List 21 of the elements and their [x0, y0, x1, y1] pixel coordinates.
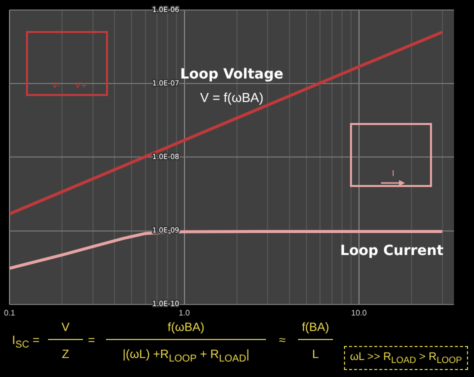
text: ≈	[279, 333, 286, 347]
rectangle-loop-icon: V- V+	[26, 31, 108, 96]
rectangle-loop-icon: I	[350, 123, 432, 187]
text: L	[312, 346, 319, 361]
text: =	[88, 333, 96, 347]
series-label: Loop Voltage	[180, 66, 284, 82]
x-tick-label: 0.1	[4, 308, 16, 318]
text: |(ωL) +R$_{LOOP}$ + R$_{LOAD}$|	[122, 346, 250, 364]
text: f(BA)	[298, 320, 333, 340]
text: Z	[62, 346, 70, 361]
annotation: V-	[52, 81, 60, 90]
series-label: Loop Current	[340, 243, 444, 260]
text: f(ωBA)	[106, 320, 266, 340]
x-tick-label: 1.0	[178, 308, 190, 318]
text: ωL >> R$_{LOAD}$ > R$_{LOOP}$	[350, 350, 462, 366]
annotation: I	[392, 169, 394, 178]
text: V	[48, 320, 83, 340]
x-tick-label: 10.0	[351, 308, 368, 318]
annotation: V+	[75, 81, 88, 90]
text: I$_{SC}$ =	[12, 333, 40, 350]
annotation: V = f(ωBA)	[200, 90, 264, 105]
